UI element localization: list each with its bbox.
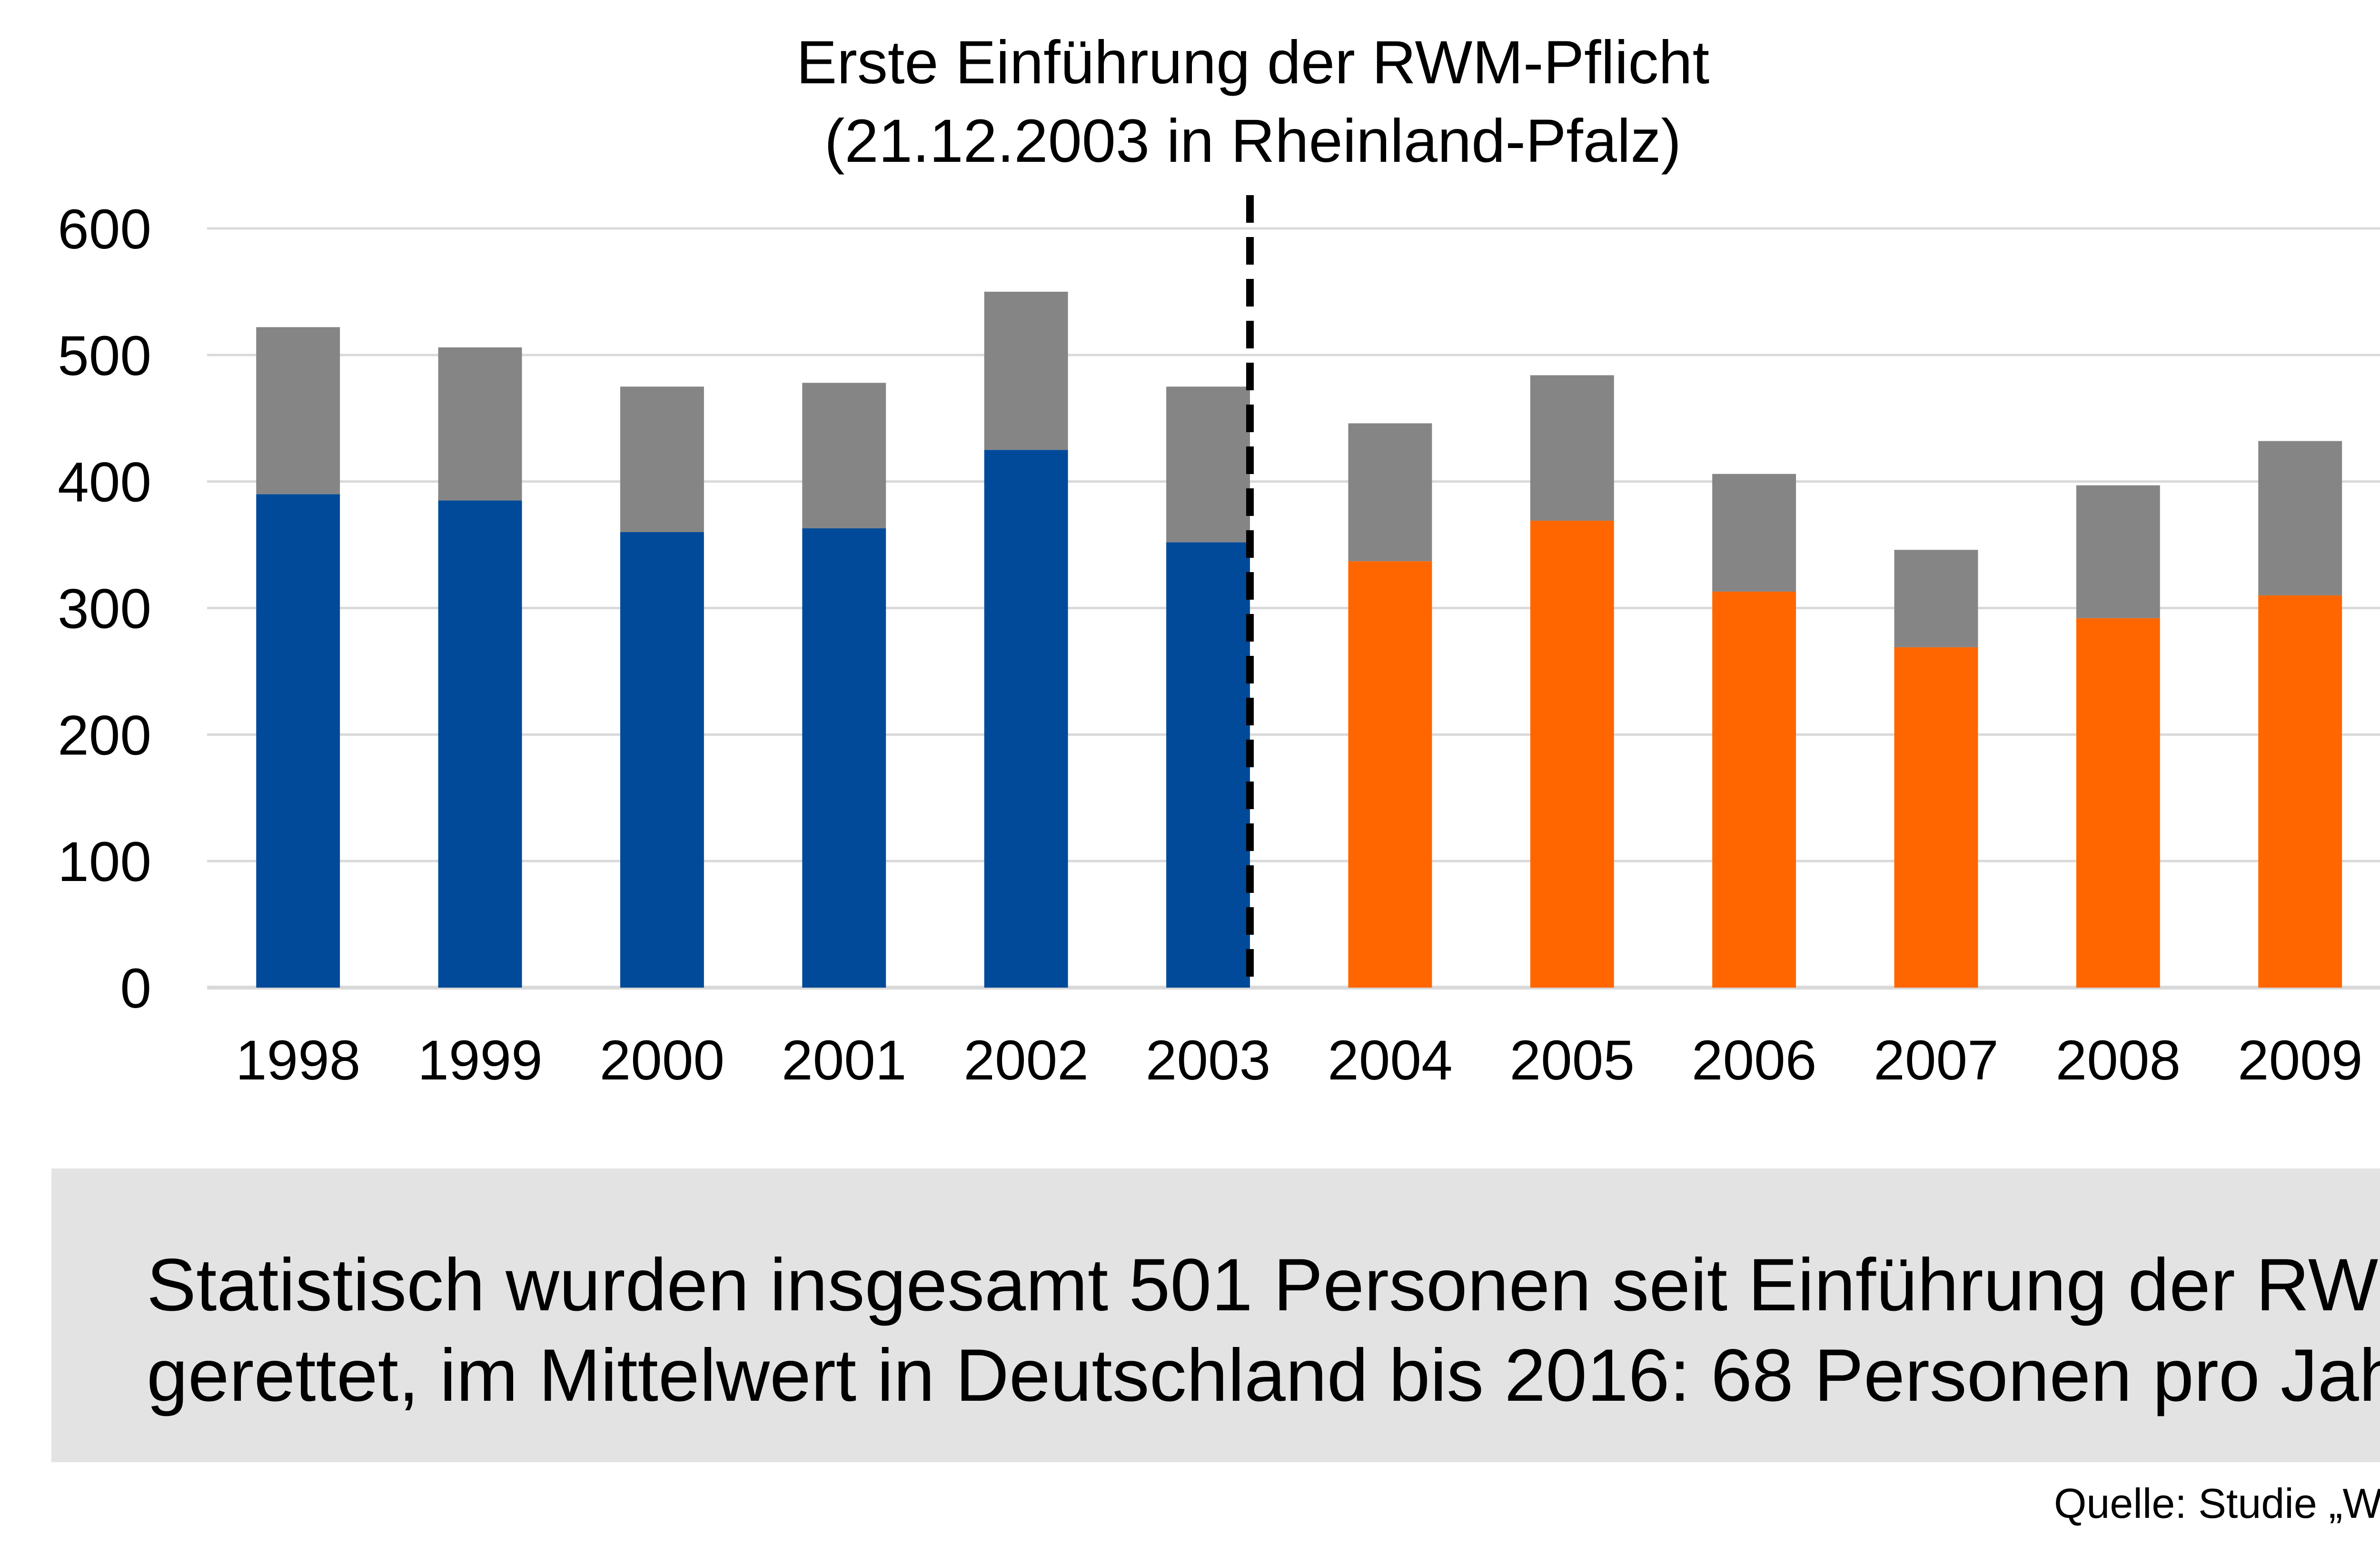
bar-wohnungsbereich-1998 xyxy=(256,494,340,988)
x-tick-label: 1998 xyxy=(236,1029,361,1092)
x-tick-label: 2002 xyxy=(963,1029,1089,1092)
bars xyxy=(256,291,2342,988)
bar-sonstige-2000 xyxy=(620,386,704,532)
bar-sonstige-2006 xyxy=(1712,474,1796,592)
bar-sonstige-2005 xyxy=(1530,375,1614,521)
y-tick-label: 100 xyxy=(58,831,151,893)
x-tick-label: 2005 xyxy=(1510,1029,1635,1092)
summary-line-1: Statistisch wurden insgesamt 501 Persone… xyxy=(147,1244,2380,1326)
bar-sonstige-1999 xyxy=(438,347,522,501)
x-tick-label: 2001 xyxy=(782,1029,907,1092)
bar-wohnungsbereich-2003 xyxy=(1166,542,1250,988)
y-tick-label: 200 xyxy=(58,704,151,767)
x-tick-label: 2000 xyxy=(600,1029,725,1092)
bar-wohnungsbereich-2006 xyxy=(1712,591,1796,988)
x-tick-label: 2004 xyxy=(1328,1029,1453,1092)
x-tick-label: 2008 xyxy=(2056,1029,2181,1092)
bar-sonstige-2002 xyxy=(984,291,1068,450)
annotation-line-1: Erste Einführung der RWM-Pflicht xyxy=(796,29,1709,97)
y-tick-label: 0 xyxy=(120,957,151,1020)
gridlines xyxy=(207,227,2380,990)
bar-wohnungsbereich-1999 xyxy=(438,500,522,988)
bar-sonstige-2003 xyxy=(1166,386,1250,543)
x-tick-label: 2003 xyxy=(1146,1029,1271,1092)
annotation-line-2: (21.12.2003 in Rheinland-Pfalz) xyxy=(824,107,1681,175)
bar-sonstige-2004 xyxy=(1348,423,1432,562)
summary-line-2: gerettet, im Mittelwert in Deutschland b… xyxy=(147,1334,2380,1417)
x-tick-label: 2006 xyxy=(1692,1029,1817,1092)
bar-wohnungsbereich-2007 xyxy=(1894,647,1978,988)
y-tick-label: 500 xyxy=(58,325,151,387)
x-tick-label: 2009 xyxy=(2238,1029,2363,1092)
bar-sonstige-2009 xyxy=(2258,441,2342,595)
y-axis-ticks: 0 100 200 300 400 500 600 xyxy=(58,198,151,1020)
y-tick-label: 300 xyxy=(58,578,151,641)
x-tick-label: 1999 xyxy=(417,1029,543,1092)
source-citation: Quelle: Studie „Wirksamkeit der Rauchwar… xyxy=(2053,1480,2380,1527)
summary-info-box: Statistisch wurden insgesamt 501 Persone… xyxy=(51,1168,2380,1462)
bar-wohnungsbereich-2005 xyxy=(1530,521,1614,988)
x-axis-ticks: 1998 1999 2000 2001 2002 2003 2004 2005 2006 2007… xyxy=(236,1029,2363,1092)
y-tick-label: 400 xyxy=(58,451,151,514)
bar-wohnungsbereich-2001 xyxy=(802,528,886,988)
bar-sonstige-1998 xyxy=(256,327,340,495)
x-tick-label: 2007 xyxy=(1874,1029,1999,1092)
bar-wohnungsbereich-2000 xyxy=(620,532,704,988)
bar-wohnungsbereich-2009 xyxy=(2258,595,2342,988)
bar-sonstige-2007 xyxy=(1894,550,1978,647)
y-tick-label: 600 xyxy=(58,198,151,261)
bar-wohnungsbereich-2008 xyxy=(2076,618,2160,988)
stacked-bar-chart: 0 100 200 300 400 500 600 1998 1999 2000 2001 2002… xyxy=(58,29,2380,1092)
bar-wohnungsbereich-2002 xyxy=(984,450,1068,988)
bar-sonstige-2001 xyxy=(802,383,886,529)
bar-sonstige-2008 xyxy=(2076,485,2160,618)
bar-wohnungsbereich-2004 xyxy=(1348,561,1432,988)
